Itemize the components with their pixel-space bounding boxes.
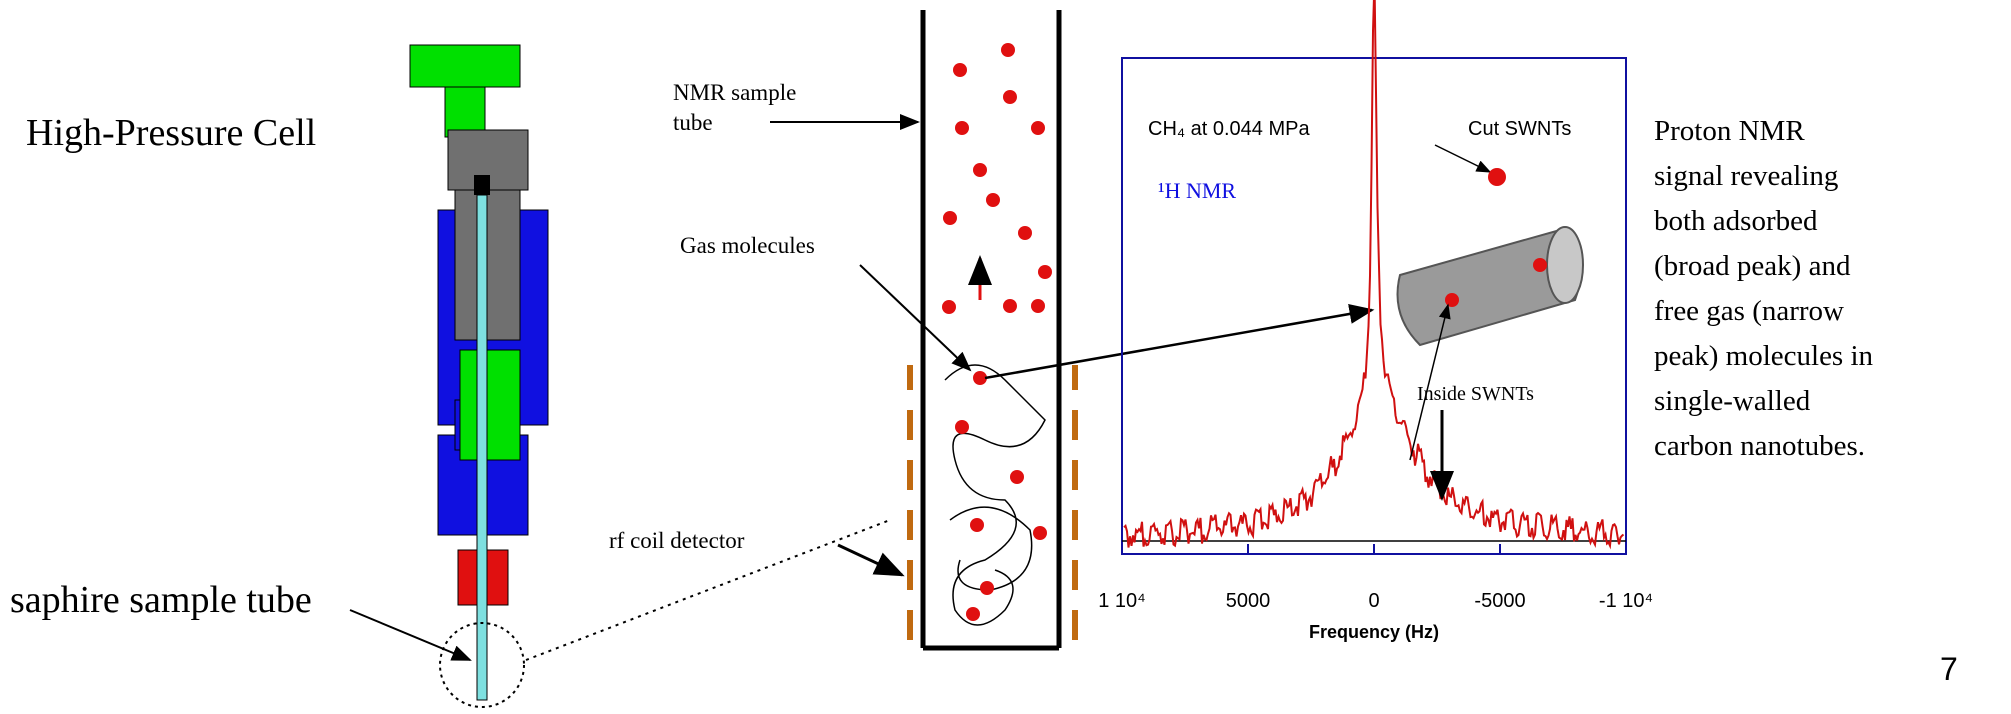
arrow [860, 265, 970, 370]
x-tick-label: 1 10⁴ [1098, 590, 1146, 612]
gas-label: Gas molecules [680, 233, 815, 258]
x-tick-label: -1 10⁴ [1599, 590, 1653, 612]
x-axis-title: Frequency (Hz) [1309, 622, 1439, 642]
caption-line: (broad peak) and [1654, 250, 1851, 282]
nucleus-label: ¹H NMR [1158, 178, 1236, 203]
caption-line: peak) molecules in [1654, 340, 1874, 372]
arrow [838, 545, 902, 575]
x-tick-label: 0 [1368, 590, 1379, 612]
caption-line: free gas (narrow [1654, 295, 1844, 327]
tube-label: NMR sample [673, 80, 796, 105]
caption-line: signal revealing [1654, 160, 1838, 192]
rf-coil [910, 365, 1075, 640]
gas-molecules [942, 43, 1052, 621]
cut-label: Cut SWNTs [1468, 118, 1571, 140]
polymer-chain [945, 365, 1045, 625]
caption-line: Proton NMR [1654, 115, 1805, 147]
arrow [985, 310, 1372, 378]
tube-label: tube [673, 110, 713, 135]
arrow [350, 610, 470, 660]
annotation: CH₄ at 0.044 MPa [1148, 118, 1310, 140]
x-tick-label: 5000 [1226, 590, 1271, 612]
sample-tube [923, 10, 1059, 648]
molecule [1488, 168, 1506, 186]
slide: High-Pressure Cell saphire sample tube N… [0, 0, 2011, 714]
inside-label: Inside SWNTs [1417, 383, 1534, 405]
caption-line: both adsorbed [1654, 205, 1818, 237]
cell-title: High-Pressure Cell [26, 112, 316, 154]
caption-line: single-walled [1654, 385, 1811, 417]
pressure-cell [410, 45, 890, 707]
coil-label: rf coil detector [609, 528, 745, 553]
caption-line: carbon nanotubes. [1654, 430, 1865, 462]
arrow [1435, 145, 1490, 172]
nanotube [1398, 227, 1584, 345]
x-tick-label: -5000 [1474, 590, 1525, 612]
page-number: 7 [1940, 651, 1958, 687]
tube-label: saphire sample tube [10, 579, 312, 621]
